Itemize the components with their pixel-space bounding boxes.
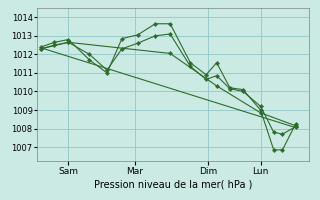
X-axis label: Pression niveau de la mer( hPa ): Pression niveau de la mer( hPa ): [94, 180, 252, 190]
